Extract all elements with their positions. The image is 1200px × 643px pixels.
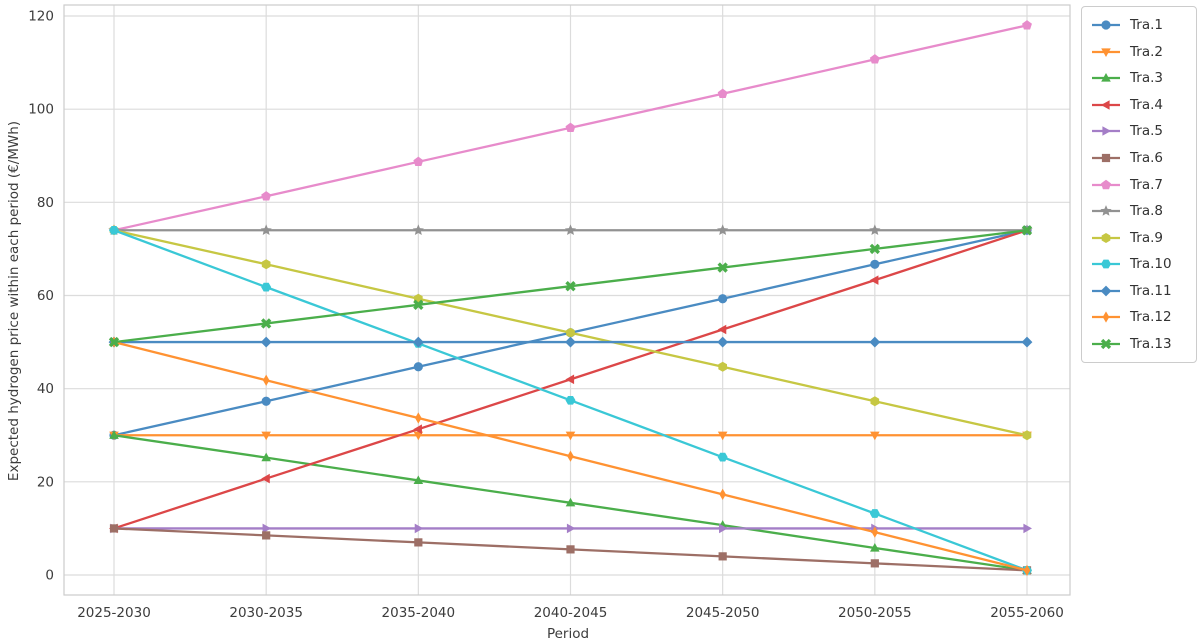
plot-border [63,4,1071,596]
x-tick-label: 2045-2050 [686,605,760,621]
legend-label: Tra.12 [1130,309,1172,326]
y-tick-label: 20 [37,474,54,490]
diamond-legend-marker-icon [1092,285,1120,297]
series-tra-5 [110,523,1032,534]
series-tra-7 [109,20,1032,235]
circle-legend-marker-icon [1092,20,1120,30]
legend-label: Tra.11 [1130,282,1172,299]
legend-item-tra-2: Tra.2 [1091,39,1188,66]
legend-item-tra-10: Tra.10 [1091,251,1188,278]
y-tick-label: 60 [37,288,54,304]
legend-item-tra-5: Tra.5 [1091,118,1188,145]
legend-item-tra-7: Tra.7 [1091,171,1188,198]
series-tra-2 [109,431,1032,441]
y-tick-label: 100 [28,102,54,118]
x-tick-label: 2055-2060 [990,605,1064,621]
legend-item-tra-9: Tra.9 [1091,224,1188,251]
legend-item-tra-3: Tra.3 [1091,65,1188,92]
legend-item-tra-4: Tra.4 [1091,92,1188,119]
legend-label: Tra.10 [1130,256,1172,273]
legend-label: Tra.1 [1130,17,1163,34]
y-tick-label: 120 [28,9,54,25]
triangle-up-legend-marker-icon [1092,73,1120,82]
x-tick-label: 2050-2055 [838,605,912,621]
tick-labels: 0 20 40 60 80 100 120 2025-2030 2030-2035 2035-20… [28,9,1064,622]
x-tick-label: 2025-2030 [77,605,151,621]
pentagon-legend-marker-icon [1092,179,1120,189]
y-tick-label: 0 [45,568,54,584]
legend-label: Tra.13 [1130,335,1172,352]
legend-item-tra-1: Tra.1 [1091,12,1188,39]
series-tra-13 [108,225,1033,348]
legend-item-tra-13: Tra.13 [1091,331,1188,358]
triangle-down-legend-marker-icon [1092,48,1120,57]
y-tick-label: 40 [37,381,54,397]
series-tra-10 [109,225,1032,575]
hexagon-flat-legend-marker-icon [1092,259,1120,269]
star-legend-marker-icon [1092,205,1120,216]
y-axis-label: Expected hydrogen price within each peri… [6,120,22,482]
x-tick-label: 2035-2040 [382,605,456,621]
legend-label: Tra.9 [1130,229,1163,246]
legend-label: Tra.4 [1130,96,1163,113]
series-tra-4 [109,225,1031,534]
x-filled-legend-marker-icon [1092,338,1120,349]
legend-label: Tra.3 [1130,70,1163,87]
square-legend-marker-icon [1092,153,1120,163]
legend-label: Tra.8 [1130,203,1163,220]
legend-item-tra-11: Tra.11 [1091,277,1188,304]
hexagon-pointy-legend-marker-icon [1092,232,1120,243]
x-tick-label: 2040-2045 [534,605,608,621]
x-axis-label: Period [546,626,590,642]
gridlines [64,5,1070,595]
series-tra-11 [108,336,1033,348]
legend-item-tra-8: Tra.8 [1091,198,1188,225]
thin-diamond-legend-marker-icon [1092,311,1120,323]
legend: Tra.1 Tra.2 Tra.3 Tra.4 Tra.5 Tra.6 Tra.7 Tra.8… [1081,6,1197,364]
legend-label: Tra.5 [1130,123,1163,140]
triangle-left-legend-marker-icon [1092,100,1120,110]
legend-item-tra-6: Tra.6 [1091,145,1188,172]
y-tick-label: 80 [37,195,54,211]
legend-label: Tra.6 [1130,150,1163,166]
x-tick-label: 2030-2035 [229,605,303,621]
legend-label: Tra.2 [1130,43,1163,60]
triangle-right-legend-marker-icon [1092,126,1120,137]
legend-label: Tra.7 [1130,176,1163,193]
legend-item-tra-12: Tra.12 [1091,304,1188,331]
